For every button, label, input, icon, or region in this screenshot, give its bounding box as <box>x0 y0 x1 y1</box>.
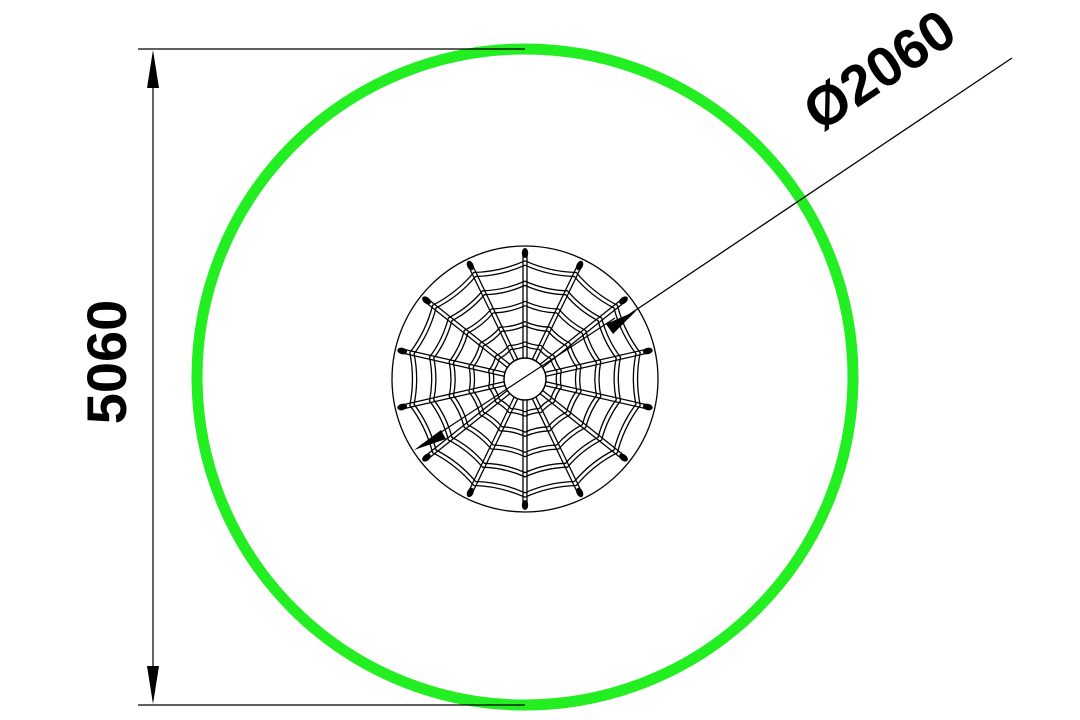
web-spoke-3-a <box>539 299 622 365</box>
web-spoke-9-a <box>472 398 519 492</box>
web-anchor-3 <box>619 296 628 305</box>
web-rings <box>409 260 641 498</box>
web-ring-1-inner <box>492 345 558 413</box>
web-spoke-14-a <box>468 267 515 362</box>
web-spoke-13-b <box>428 299 511 365</box>
web-ring-1-outer <box>488 341 562 417</box>
web-spoke-2-b <box>535 267 582 362</box>
web-spoke-4-b <box>545 352 647 377</box>
web-ring-2-outer <box>468 321 582 438</box>
web-spoke-2-a <box>531 266 578 360</box>
web-ring-2-inner <box>472 325 578 433</box>
web-anchor-12 <box>397 347 408 355</box>
web-spoke-12-a <box>403 352 505 377</box>
web-anchor-5 <box>642 403 653 411</box>
hub-circle <box>503 357 547 401</box>
web-ring-5-outer <box>409 260 641 498</box>
web-ring-4-outer <box>428 280 622 478</box>
web-spoke-10-b <box>426 389 508 456</box>
web-ring-4-inner <box>433 284 617 474</box>
web-ring-3-outer <box>448 300 602 458</box>
web-anchor-11 <box>397 403 408 411</box>
inner-diameter-line <box>419 317 616 447</box>
vertical-dimension <box>138 48 525 706</box>
web-spoke-14-b <box>472 266 519 360</box>
diameter-dimension-label: Ø2060 <box>792 0 967 143</box>
web-anchor-13 <box>422 296 431 305</box>
diameter-leader-line <box>626 57 1013 317</box>
web-anchor-2 <box>576 260 584 271</box>
net-boundary-circle <box>391 245 659 513</box>
vertical-dimension-label: 5060 <box>75 300 138 425</box>
web-anchor-6 <box>619 453 628 462</box>
web-spoke-11-b <box>403 381 505 406</box>
arrowhead-bottom <box>147 666 159 704</box>
web-spoke-5-b <box>544 384 646 410</box>
arrowhead-top <box>147 50 159 88</box>
web-spoke-7-a <box>535 396 582 491</box>
web-spoke-10-a <box>428 393 511 459</box>
web-anchor-7 <box>576 487 584 498</box>
inner-arrowhead-left <box>414 430 446 450</box>
web-anchor-9 <box>466 487 474 498</box>
rope-web <box>391 245 659 513</box>
web-spoke-4-a <box>544 348 646 374</box>
web-spoke-6-b <box>539 393 622 459</box>
diameter-arrowhead <box>606 311 636 334</box>
web-anchor-14 <box>466 260 474 271</box>
web-spoke-9-b <box>468 396 515 491</box>
web-spoke-13-a <box>426 302 508 369</box>
web-spoke-5-a <box>545 381 647 406</box>
web-spoke-12-b <box>404 348 506 374</box>
web-ring-3-inner <box>452 305 598 454</box>
web-spoke-7-b <box>531 398 578 492</box>
web-anchor-8 <box>521 500 529 510</box>
web-ring-5-inner <box>413 264 637 494</box>
web-anchors <box>397 248 653 510</box>
web-spoke-11-a <box>404 384 506 410</box>
web-anchor-10 <box>422 453 431 462</box>
web-anchor-1 <box>521 248 529 258</box>
web-anchor-4 <box>642 347 653 355</box>
web-spoke-6-a <box>542 389 624 456</box>
